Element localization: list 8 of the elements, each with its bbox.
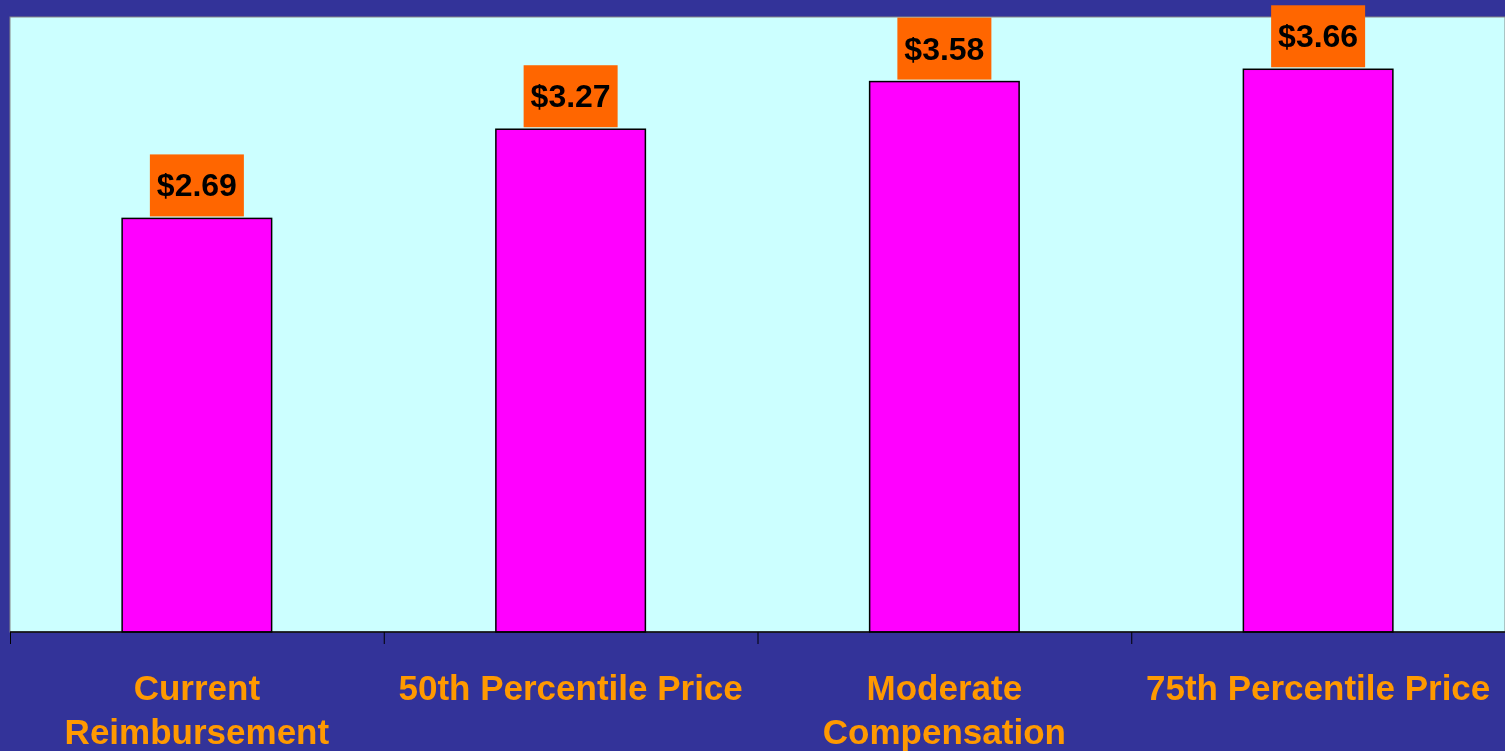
x-tick-label: 50th Percentile Price bbox=[398, 668, 743, 707]
x-tick-label: 75th Percentile Price bbox=[1145, 668, 1491, 707]
data-label: $3.58 bbox=[904, 30, 985, 67]
x-tick-label: Current Reimbursement bbox=[64, 668, 330, 751]
data-label: $2.69 bbox=[156, 167, 237, 204]
data-label: $3.27 bbox=[530, 78, 611, 115]
data-label: $3.66 bbox=[1278, 18, 1359, 55]
x-tick-label: Moderate Compensation bbox=[822, 668, 1066, 751]
